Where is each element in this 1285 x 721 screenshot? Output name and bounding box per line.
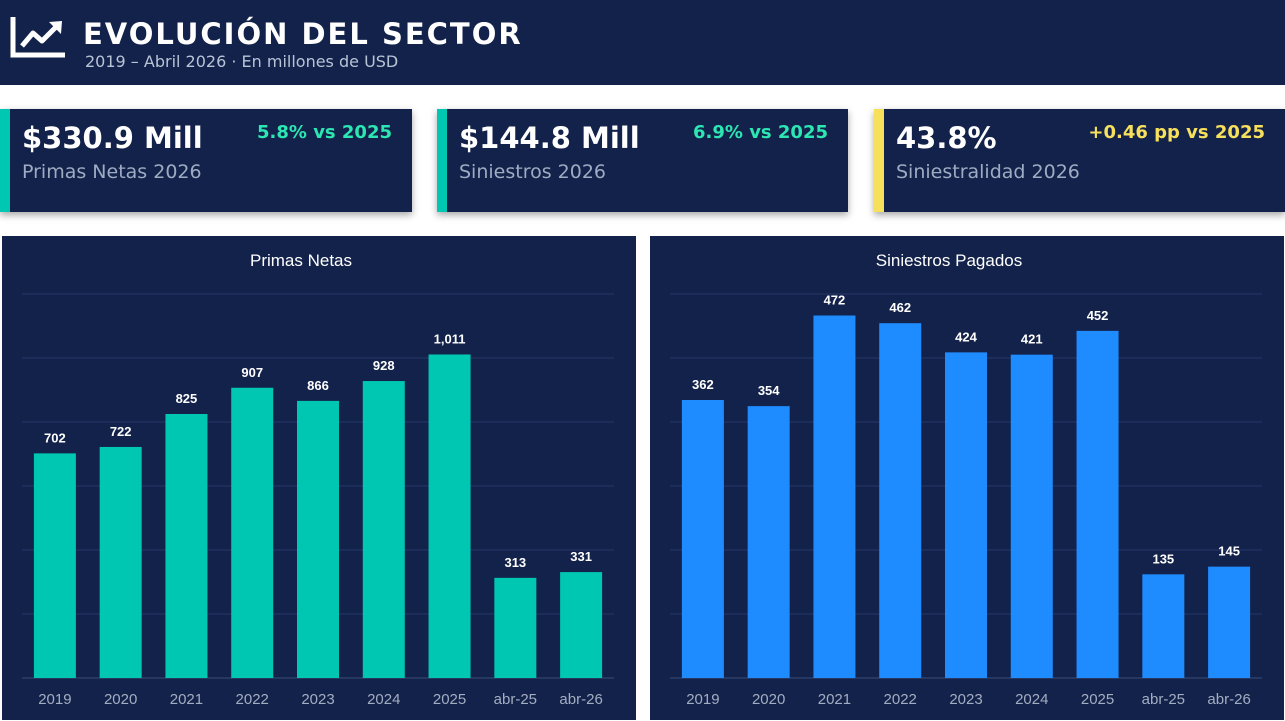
kpi-value: $144.8 Mill bbox=[459, 121, 640, 155]
kpi-accent-bar bbox=[437, 109, 447, 212]
kpi-accent-bar bbox=[0, 109, 10, 212]
data-label: 452 bbox=[1087, 308, 1109, 323]
bar bbox=[297, 400, 339, 678]
chart-title: Siniestros Pagados bbox=[876, 251, 1022, 270]
data-label: 825 bbox=[176, 391, 198, 406]
data-label: 462 bbox=[889, 300, 911, 315]
kpi-label: Primas Netas 2026 bbox=[22, 161, 202, 183]
data-label: 866 bbox=[307, 378, 329, 393]
trend-chart-icon bbox=[10, 17, 65, 58]
kpi-delta: 5.8% vs 2025 bbox=[257, 122, 392, 143]
siniestros-pagados-chart: Siniestros Pagados 362 2019 354 2020 472 2021 4… bbox=[670, 251, 1262, 708]
kpi-card-primas: $330.9 Mill Primas Netas 2026 5.8% vs 20… bbox=[0, 109, 412, 212]
chart-title: Primas Netas bbox=[250, 251, 352, 270]
x-tick-label: 2023 bbox=[301, 691, 334, 708]
data-label: 331 bbox=[570, 549, 592, 564]
kpi-card-siniestralidad: 43.8% Siniestralidad 2026 +0.46 pp vs 20… bbox=[874, 109, 1285, 212]
bar bbox=[879, 323, 922, 678]
page-title: EVOLUCIÓN DEL SECTOR bbox=[83, 17, 523, 51]
data-label: 145 bbox=[1218, 544, 1240, 559]
bar bbox=[560, 572, 603, 678]
data-label: 424 bbox=[955, 329, 977, 344]
x-tick-label: 2021 bbox=[818, 691, 851, 708]
data-label: 313 bbox=[504, 555, 526, 570]
kpi-label: Siniestralidad 2026 bbox=[896, 161, 1080, 183]
kpi-value: $330.9 Mill bbox=[22, 121, 203, 155]
data-label: 1,011 bbox=[434, 331, 466, 346]
x-tick-label: 2025 bbox=[1081, 691, 1114, 708]
data-label: 354 bbox=[758, 383, 780, 398]
x-tick-label: 2021 bbox=[170, 691, 203, 708]
bar bbox=[945, 352, 987, 678]
x-tick-label: 2020 bbox=[752, 691, 785, 708]
x-tick-label: abr-25 bbox=[1142, 691, 1185, 708]
kpi-delta: +0.46 pp vs 2025 bbox=[1088, 122, 1265, 143]
bar bbox=[33, 453, 76, 678]
bar bbox=[1142, 574, 1185, 678]
page-subtitle: 2019 – Abril 2026 · En millones de USD bbox=[85, 52, 399, 71]
data-label: 907 bbox=[241, 365, 263, 380]
kpi-delta: 6.9% vs 2025 bbox=[693, 122, 828, 143]
x-tick-label: 2022 bbox=[884, 691, 917, 708]
bar bbox=[165, 414, 208, 678]
bar bbox=[494, 577, 537, 678]
x-tick-label: 2025 bbox=[433, 691, 466, 708]
bar bbox=[681, 399, 724, 678]
bar bbox=[813, 315, 856, 678]
x-tick-label: abr-26 bbox=[1207, 691, 1250, 708]
x-tick-label: 2019 bbox=[686, 691, 719, 708]
x-tick-label: 2020 bbox=[104, 691, 137, 708]
x-tick-label: abr-25 bbox=[494, 691, 537, 708]
data-label: 722 bbox=[110, 424, 132, 439]
bar bbox=[1010, 354, 1053, 678]
data-label: 421 bbox=[1021, 332, 1043, 347]
x-tick-label: 2023 bbox=[949, 691, 982, 708]
bar bbox=[1076, 330, 1119, 678]
data-label: 928 bbox=[373, 358, 395, 373]
x-tick-label: 2024 bbox=[367, 691, 400, 708]
data-label: 135 bbox=[1152, 551, 1174, 566]
chart-panel-primas: Primas Netas 702 2019 722 2020 825 2021 907 2022… bbox=[2, 236, 636, 720]
data-label: 362 bbox=[692, 377, 714, 392]
data-label: 702 bbox=[44, 430, 66, 445]
primas-netas-chart: Primas Netas 702 2019 722 2020 825 2021 907 2022… bbox=[22, 251, 614, 708]
bar bbox=[99, 446, 142, 678]
x-tick-label: 2019 bbox=[38, 691, 71, 708]
bar bbox=[747, 406, 790, 678]
x-tick-label: abr-26 bbox=[559, 691, 602, 708]
header: EVOLUCIÓN DEL SECTOR 2019 – Abril 2026 ·… bbox=[0, 0, 1285, 85]
bar bbox=[362, 381, 405, 678]
kpi-accent-bar bbox=[874, 109, 884, 212]
chart-panel-siniestros: Siniestros Pagados 362 2019 354 2020 472 2021 4… bbox=[650, 236, 1284, 720]
data-label: 472 bbox=[824, 293, 846, 308]
x-tick-label: 2024 bbox=[1015, 691, 1048, 708]
bar bbox=[231, 387, 274, 678]
bar bbox=[1208, 566, 1251, 678]
kpi-card-siniestros: $144.8 Mill Siniestros 2026 6.9% vs 2025 bbox=[437, 109, 848, 212]
x-tick-label: 2022 bbox=[236, 691, 269, 708]
kpi-value: 43.8% bbox=[896, 121, 997, 155]
bar bbox=[428, 354, 471, 678]
kpi-label: Siniestros 2026 bbox=[459, 161, 607, 183]
